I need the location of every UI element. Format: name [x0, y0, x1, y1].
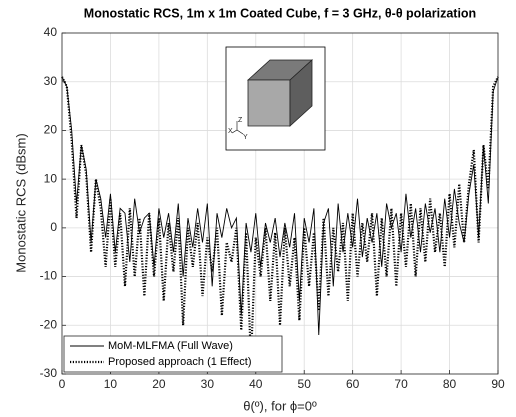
x-axis-label: θ(º), for ϕ=0º	[243, 398, 317, 413]
legend: MoM-MLFMA (Full Wave) Proposed approach (…	[63, 335, 283, 373]
cube-side	[289, 59, 313, 127]
x-tick-label: 0	[59, 377, 66, 391]
series-line	[61, 76, 499, 336]
inset: Z X Y	[225, 46, 326, 151]
x-tick-label: 20	[152, 377, 166, 391]
legend-box	[63, 335, 283, 373]
x-tick-label: 50	[298, 377, 312, 391]
legend-label: Proposed approach (1 Effect)	[108, 356, 252, 368]
legend-label: MoM-MLFMA (Full Wave)	[108, 340, 233, 352]
plot-frame	[61, 32, 499, 375]
y-tick-label: 30	[44, 74, 58, 88]
y-tick-label: -10	[40, 269, 58, 283]
y-tick-label: -30	[40, 366, 58, 380]
x-tick-label: 60	[346, 377, 360, 391]
x-tick-label: 30	[201, 377, 215, 391]
y-tick-label: 20	[44, 123, 58, 137]
y-tick-label: 40	[44, 25, 58, 39]
y-axis-label: Monostatic RCS (dBsm)	[13, 133, 28, 272]
axis-letter: X	[228, 128, 233, 135]
axis-letter: Y	[243, 134, 248, 141]
axis-letter: Z	[238, 117, 243, 124]
y-tick-label: 0	[50, 220, 57, 234]
axis-x	[231, 129, 238, 134]
x-tick-label: 90	[491, 377, 505, 391]
x-tick-label: 40	[249, 377, 263, 391]
x-tick-label: 70	[394, 377, 408, 391]
x-tick-label: 80	[443, 377, 457, 391]
x-tick-label: 10	[104, 377, 118, 391]
y-tick-label: 10	[44, 171, 58, 185]
y-tick-label: -20	[40, 317, 58, 331]
cube-front	[247, 79, 291, 127]
chart-title: Monostatic RCS, 1m x 1m Coated Cube, f =…	[84, 6, 476, 20]
axis-y	[236, 129, 244, 135]
